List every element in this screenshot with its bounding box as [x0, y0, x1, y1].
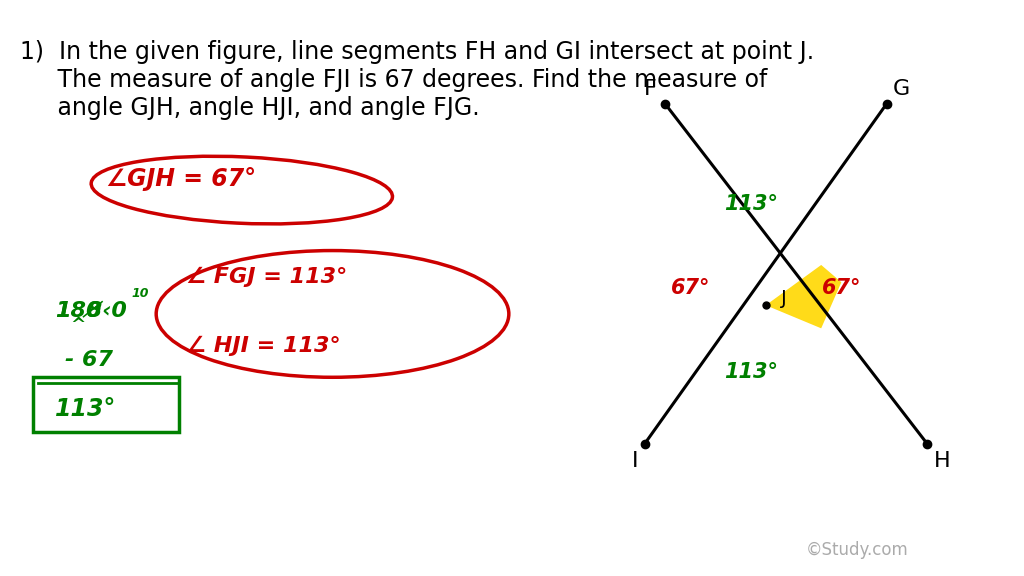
Text: G: G: [893, 79, 910, 99]
Text: 113°: 113°: [55, 397, 117, 421]
Polygon shape: [766, 265, 842, 328]
Text: ∠GJH = 67°: ∠GJH = 67°: [105, 166, 256, 191]
Text: J: J: [781, 289, 786, 308]
Text: 10: 10: [131, 287, 148, 300]
Text: 1‸8̸‹0: 1‸8̸‹0: [55, 300, 127, 322]
Text: F: F: [643, 79, 656, 99]
Text: 67°: 67°: [671, 278, 710, 298]
Text: ∠ FGJ = 113°: ∠ FGJ = 113°: [186, 266, 348, 287]
Text: 67°: 67°: [821, 278, 861, 298]
Text: - 67: - 67: [66, 350, 114, 370]
Text: 1)  In the given figure, line segments FH and GI intersect at point J.
     The : 1) In the given figure, line segments FH…: [20, 40, 814, 120]
Text: ∠ HJI = 113°: ∠ HJI = 113°: [186, 335, 341, 356]
Text: I: I: [632, 451, 638, 471]
Text: 113°: 113°: [724, 195, 777, 214]
Text: H: H: [934, 451, 950, 471]
Text: 113°: 113°: [724, 362, 777, 381]
Text: ©Study.com: ©Study.com: [806, 541, 909, 559]
Text: 180: 180: [55, 301, 102, 321]
